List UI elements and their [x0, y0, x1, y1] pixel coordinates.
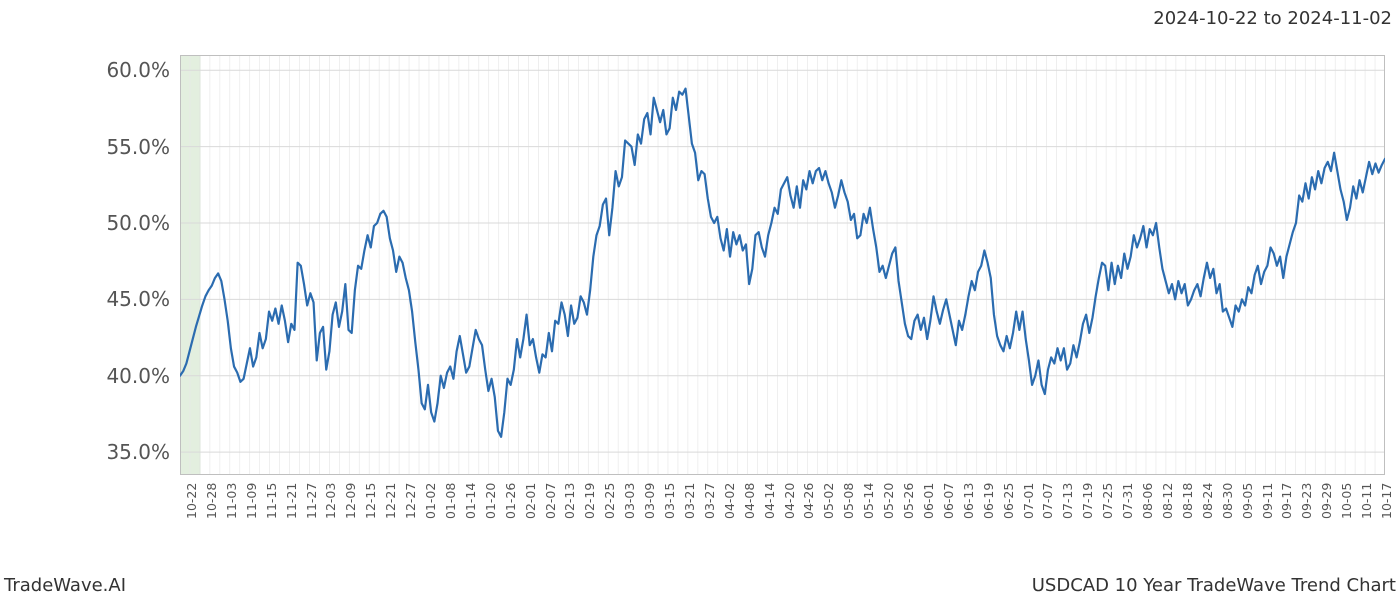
y-tick-label: 55.0%: [80, 135, 170, 159]
x-tick-label: 11-03: [224, 483, 239, 519]
x-tick-label: 07-07: [1040, 483, 1055, 519]
x-tick-label: 01-26: [503, 483, 518, 519]
x-tick-label: 06-01: [921, 483, 936, 519]
x-tick-label: 11-27: [304, 483, 319, 519]
x-tick-label: 07-13: [1060, 483, 1075, 519]
chart-svg: [180, 55, 1385, 475]
x-tick-label: 06-07: [941, 483, 956, 519]
x-tick-label: 08-12: [1160, 483, 1175, 519]
x-tick-label: 04-02: [722, 483, 737, 519]
x-tick-label: 12-03: [323, 483, 338, 519]
y-tick-label: 40.0%: [80, 364, 170, 388]
x-tick-label: 09-23: [1299, 483, 1314, 519]
x-tick-label: 08-24: [1200, 483, 1215, 519]
x-tick-label: 11-21: [284, 483, 299, 519]
x-tick-label: 03-15: [662, 483, 677, 519]
x-tick-label: 06-13: [961, 483, 976, 519]
x-tick-label: 09-29: [1319, 483, 1334, 519]
x-tick-label: 05-08: [841, 483, 856, 519]
x-tick-label: 05-02: [821, 483, 836, 519]
x-tick-label: 05-26: [901, 483, 916, 519]
x-tick-label: 10-11: [1359, 483, 1374, 519]
x-tick-label: 10-17: [1379, 483, 1394, 519]
x-tick-label: 11-15: [264, 483, 279, 519]
trend-chart: [180, 55, 1385, 475]
x-tick-label: 04-08: [742, 483, 757, 519]
x-tick-label: 06-19: [981, 483, 996, 519]
x-tick-label: 01-08: [443, 483, 458, 519]
x-tick-label: 10-22: [184, 483, 199, 519]
x-tick-label: 02-13: [562, 483, 577, 519]
x-tick-label: 12-27: [403, 483, 418, 519]
x-tick-label: 05-20: [881, 483, 896, 519]
x-tick-label: 03-09: [642, 483, 657, 519]
x-tick-label: 07-25: [1100, 483, 1115, 519]
x-tick-label: 01-02: [423, 483, 438, 519]
x-tick-label: 03-21: [682, 483, 697, 519]
x-tick-label: 12-21: [383, 483, 398, 519]
y-tick-label: 60.0%: [80, 58, 170, 82]
x-tick-label: 03-27: [702, 483, 717, 519]
date-range-label: 2024-10-22 to 2024-11-02: [1153, 8, 1392, 29]
x-tick-label: 02-25: [602, 483, 617, 519]
x-tick-label: 02-07: [543, 483, 558, 519]
x-tick-label: 07-31: [1120, 483, 1135, 519]
x-tick-label: 08-30: [1220, 483, 1235, 519]
y-tick-label: 35.0%: [80, 440, 170, 464]
y-tick-label: 45.0%: [80, 287, 170, 311]
x-tick-label: 09-11: [1260, 483, 1275, 519]
x-tick-label: 10-28: [204, 483, 219, 519]
chart-container: { "header": { "date_range": "2024-10-22 …: [0, 0, 1400, 600]
x-tick-label: 10-05: [1339, 483, 1354, 519]
x-tick-label: 02-01: [523, 483, 538, 519]
x-tick-label: 12-15: [363, 483, 378, 519]
x-tick-label: 04-14: [762, 483, 777, 519]
x-tick-label: 08-06: [1140, 483, 1155, 519]
x-tick-label: 09-05: [1240, 483, 1255, 519]
footer-title: USDCAD 10 Year TradeWave Trend Chart: [1032, 575, 1396, 596]
x-tick-label: 07-01: [1021, 483, 1036, 519]
x-tick-label: 01-14: [463, 483, 478, 519]
footer-brand: TradeWave.AI: [4, 575, 126, 596]
y-tick-label: 50.0%: [80, 211, 170, 235]
x-tick-label: 04-20: [782, 483, 797, 519]
x-tick-label: 08-18: [1180, 483, 1195, 519]
x-tick-label: 03-03: [622, 483, 637, 519]
x-tick-label: 07-19: [1080, 483, 1095, 519]
x-tick-label: 09-17: [1279, 483, 1294, 519]
x-tick-label: 12-09: [343, 483, 358, 519]
x-tick-label: 11-09: [244, 483, 259, 519]
x-tick-label: 04-26: [801, 483, 816, 519]
x-tick-label: 02-19: [582, 483, 597, 519]
x-tick-label: 06-25: [1001, 483, 1016, 519]
x-tick-label: 01-20: [483, 483, 498, 519]
x-tick-label: 05-14: [861, 483, 876, 519]
